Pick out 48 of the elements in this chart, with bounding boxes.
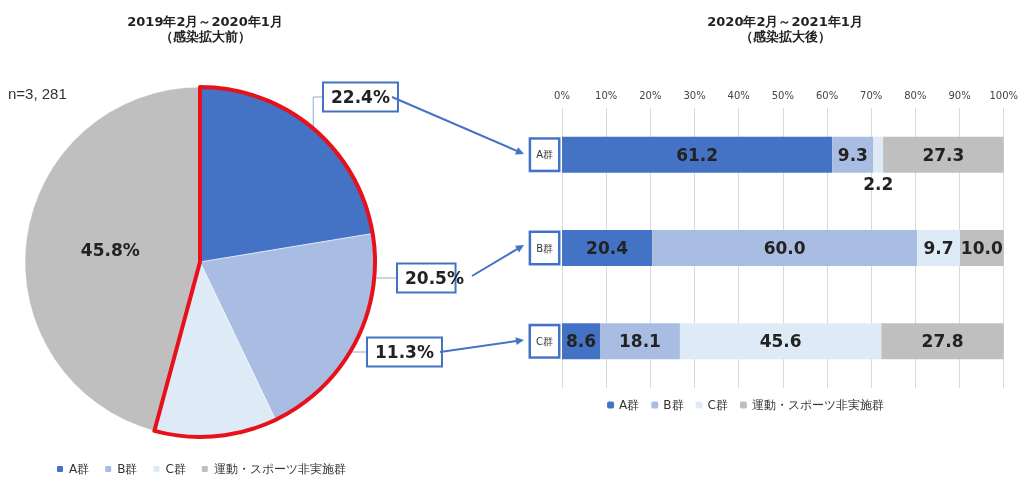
bar <box>883 136 1004 173</box>
chart-title: 2019年2月～2020年1月 <box>127 14 283 29</box>
legend-label: 運動・スポーツ非実施群 <box>751 398 884 412</box>
bar <box>679 323 882 360</box>
bar <box>599 323 680 360</box>
x-tick-label: 90% <box>948 89 971 101</box>
data-label: 9.3 <box>837 144 868 165</box>
y-tick-label: B群 <box>536 242 553 254</box>
data-label: 45.8% <box>80 240 140 261</box>
x-tick-label: 60% <box>815 89 839 101</box>
legend-label: A群 <box>619 398 640 412</box>
data-label: 27.3 <box>922 144 965 165</box>
x-tick-label: 100% <box>989 89 1018 101</box>
data-label: 45.6 <box>759 331 802 352</box>
data-label: 18.1 <box>618 331 661 352</box>
legend-label: A群 <box>69 462 90 476</box>
data-label: 27.8 <box>921 331 964 352</box>
y-tick-label: C群 <box>536 335 553 347</box>
chart-title: 2020年2月～2021年1月 <box>707 14 863 29</box>
data-label: 11.3% <box>375 342 434 362</box>
x-tick-label: 40% <box>727 89 750 101</box>
chart-subtitle: （感染拡大後） <box>739 29 831 44</box>
text: n=3, 281 <box>8 85 67 102</box>
legend-label: B群 <box>663 398 684 412</box>
x-tick-label: 0% <box>554 89 570 101</box>
legend-label: C群 <box>707 398 728 412</box>
data-label: 20.4 <box>586 238 629 258</box>
x-tick-label: 20% <box>639 89 662 101</box>
y-tick-label: A群 <box>536 149 553 161</box>
data-label: 61.2 <box>676 144 719 165</box>
data-label: 2.2 <box>863 174 894 195</box>
data-label: 22.4% <box>331 87 390 107</box>
legend-label: 運動・スポーツ非実施群 <box>213 462 346 476</box>
data-label: 10.0 <box>960 238 1003 258</box>
x-tick-label: 10% <box>595 89 618 101</box>
bar <box>873 136 884 173</box>
legend-label: B群 <box>117 462 138 476</box>
x-tick-label: 30% <box>683 89 706 101</box>
x-tick-label: 50% <box>771 89 794 101</box>
x-tick-label: 80% <box>904 89 927 101</box>
bar <box>881 323 1004 360</box>
chart-subtitle: （感染拡大前） <box>159 29 251 44</box>
data-label: 60.0 <box>763 238 806 258</box>
data-label: 9.7 <box>923 238 954 258</box>
bar <box>652 230 918 266</box>
data-label: 8.6 <box>565 331 597 352</box>
x-tick-label: 70% <box>860 89 883 101</box>
legend-label: C群 <box>165 462 186 476</box>
